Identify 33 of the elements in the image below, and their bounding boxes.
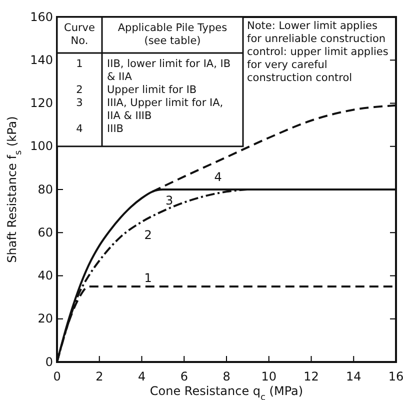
y-tick-label: 160 — [30, 10, 53, 24]
y-tick-label: 20 — [38, 312, 53, 326]
annotation: 4 — [76, 123, 84, 135]
x-tick-label: 10 — [261, 370, 277, 384]
x-axis-title: Cone Resistance q$_{c}$ (MPa) — [150, 384, 304, 400]
x-tick-label: 8 — [222, 370, 230, 384]
annotation: Curve No. — [64, 22, 95, 47]
annotation: Applicable Pile Types (see table) — [118, 22, 228, 47]
y-tick-label: 120 — [30, 96, 53, 110]
annotation: IIIB — [107, 123, 124, 135]
annotation: IIIA, Upper limit for IA, IIA & IIIB — [107, 97, 224, 122]
x-tick-label: 16 — [388, 370, 403, 384]
series-label: 2 — [144, 228, 152, 242]
x-tick-label: 12 — [304, 370, 319, 384]
y-tick-label: 140 — [30, 52, 53, 67]
y-tick-label: 60 — [38, 225, 53, 240]
series-label: 1 — [144, 271, 152, 286]
annotation: 2 — [76, 84, 83, 96]
annotation: IIB, lower limit for IA, IB & IIA — [107, 58, 231, 83]
annotation: Upper limit for IB — [107, 84, 197, 96]
y-tick-label: 0 — [45, 354, 53, 369]
x-tick-label: 4 — [138, 370, 146, 384]
y-tick-label: 40 — [38, 268, 53, 283]
annotation: 1 — [76, 58, 83, 70]
x-tick-label: 2 — [96, 370, 104, 384]
x-tick-label: 14 — [346, 370, 362, 384]
series-label: 3 — [165, 194, 174, 208]
series-label: 4 — [214, 170, 222, 184]
y-tick-label: 100 — [30, 139, 53, 154]
annotation: 3 — [76, 97, 83, 109]
y-tick-label: 80 — [38, 182, 53, 196]
x-tick-label: 6 — [180, 370, 188, 384]
annotation: Note: Lower limit applies for unreliable construction control: upper limit applies for very careful construction control — [247, 20, 388, 84]
